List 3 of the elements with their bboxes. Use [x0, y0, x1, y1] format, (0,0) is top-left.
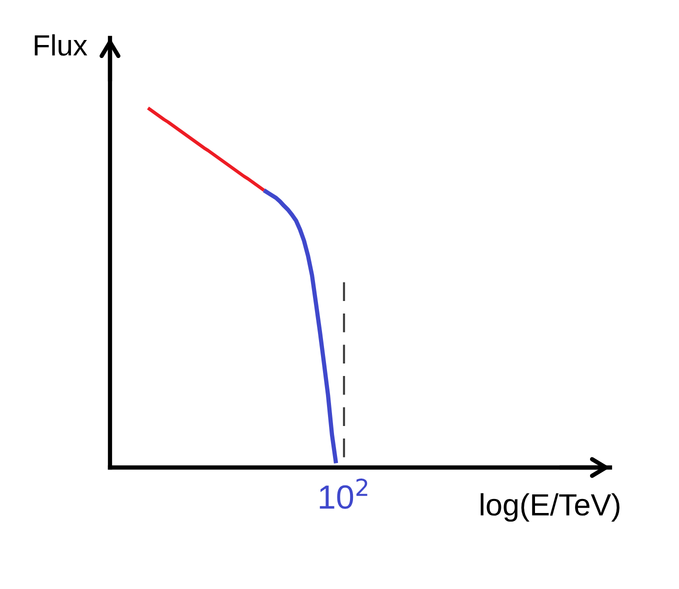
text: 10$^{2}$ — [320, 478, 368, 509]
y-axis-title: Flux — [34, 34, 88, 56]
x-axis-title: log(E/TeV) — [480, 493, 620, 522]
